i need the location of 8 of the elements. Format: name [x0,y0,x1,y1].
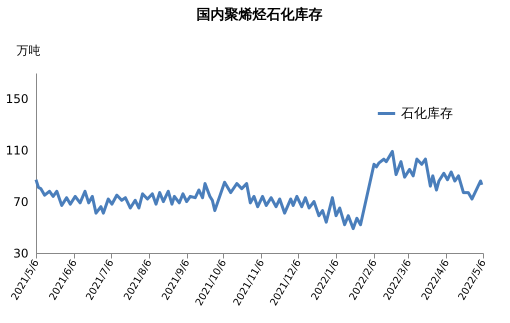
y-tick-label: 30 [13,246,28,260]
legend-label: 石化库存 [401,106,453,122]
y-tick-label: 70 [13,195,28,210]
chart-title: 国内聚烯烃石化库存 [196,6,322,23]
line-series [34,150,484,230]
y-axis-title: 万吨 [16,44,40,58]
y-tick-label: 110 [6,144,28,158]
y-tick-label: 150 [6,92,28,106]
